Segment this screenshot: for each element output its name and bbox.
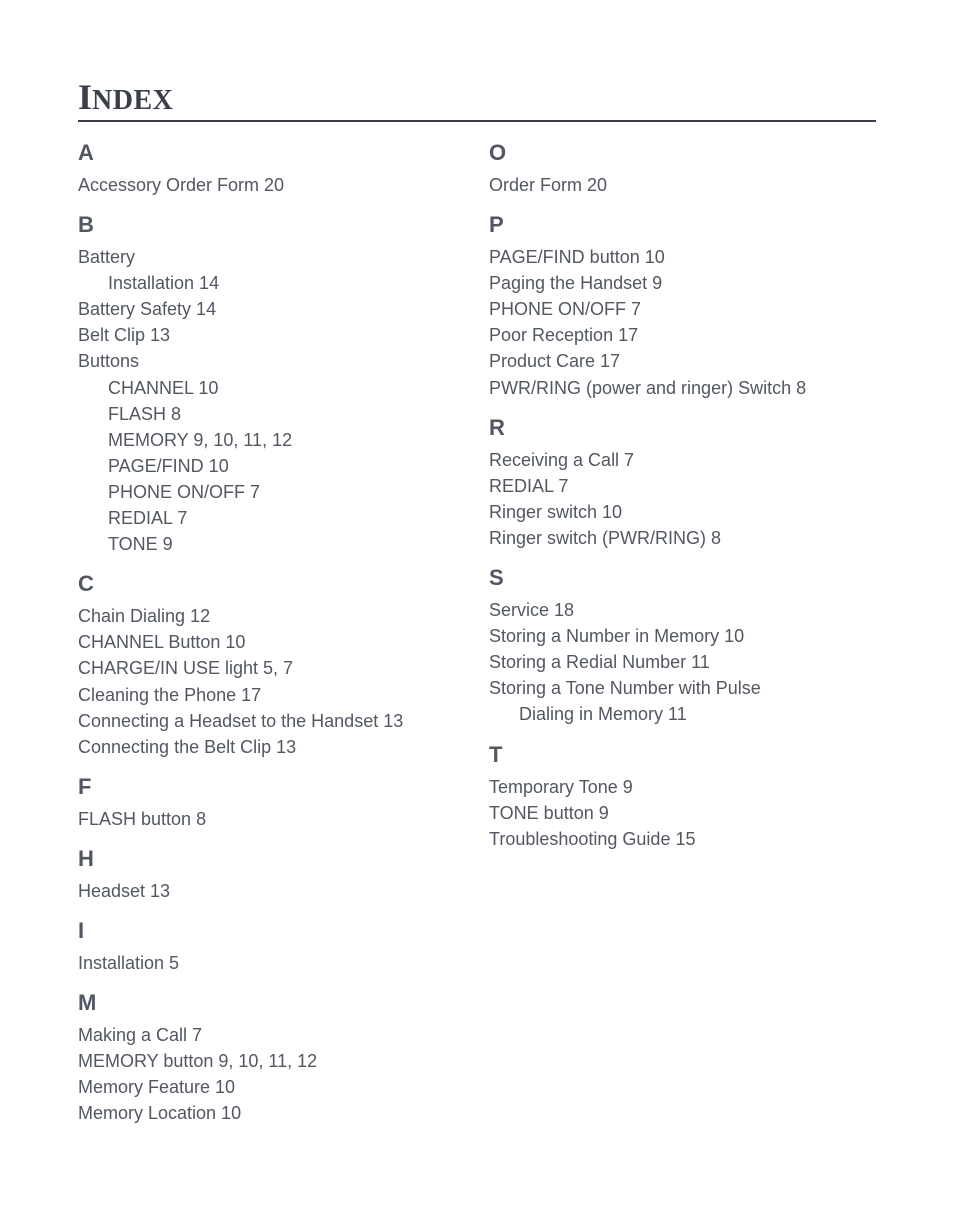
title-main-letter: I (78, 77, 92, 117)
index-entry: Memory Location 10 (78, 1100, 465, 1126)
index-entry: Storing a Tone Number with Pulse (489, 675, 876, 701)
index-entry: Belt Clip 13 (78, 322, 465, 348)
index-sub-entry: MEMORY 9, 10, 11, 12 (78, 427, 465, 453)
index-sub-entry: Dialing in Memory 11 (489, 701, 876, 727)
index-entry: MEMORY button 9, 10, 11, 12 (78, 1048, 465, 1074)
index-letter-heading: C (78, 571, 465, 597)
index-letter-heading: R (489, 415, 876, 441)
index-entry: TONE button 9 (489, 800, 876, 826)
index-letter-heading: B (78, 212, 465, 238)
index-letter-heading: T (489, 742, 876, 768)
index-entry: Installation 5 (78, 950, 465, 976)
index-sub-entry: FLASH 8 (78, 401, 465, 427)
index-letter-heading: S (489, 565, 876, 591)
index-entry: Connecting a Headset to the Handset 13 (78, 708, 465, 734)
index-entry: Memory Feature 10 (78, 1074, 465, 1100)
index-entry: Order Form 20 (489, 172, 876, 198)
index-entry: Making a Call 7 (78, 1022, 465, 1048)
index-entry: Accessory Order Form 20 (78, 172, 465, 198)
index-sub-entry: REDIAL 7 (78, 505, 465, 531)
index-entry: Product Care 17 (489, 348, 876, 374)
index-letter-heading: H (78, 846, 465, 872)
index-entry: Receiving a Call 7 (489, 447, 876, 473)
index-entry: Headset 13 (78, 878, 465, 904)
index-entry: Paging the Handset 9 (489, 270, 876, 296)
index-entry: Cleaning the Phone 17 (78, 682, 465, 708)
left-column: AAccessory Order Form 20BBatteryInstalla… (78, 140, 465, 1126)
index-sub-entry: PHONE ON/OFF 7 (78, 479, 465, 505)
index-entry: Storing a Redial Number 11 (489, 649, 876, 675)
index-entry: Connecting the Belt Clip 13 (78, 734, 465, 760)
index-sub-entry: TONE 9 (78, 531, 465, 557)
index-entry: Ringer switch (PWR/RING) 8 (489, 525, 876, 551)
index-entry: FLASH button 8 (78, 806, 465, 832)
right-column: O Order Form 20 P PAGE/FIND button 10Paging… (489, 140, 876, 1126)
index-entry: CHARGE/IN USE light 5, 7 (78, 655, 465, 681)
index-sub-entry: CHANNEL 10 (78, 375, 465, 401)
index-entry: Ringer switch 10 (489, 499, 876, 525)
index-entry: CHANNEL Button 10 (78, 629, 465, 655)
index-columns: AAccessory Order Form 20BBatteryInstalla… (78, 140, 876, 1126)
index-sub-entry: Installation 14 (78, 270, 465, 296)
title-rest: NDEX (92, 85, 173, 116)
index-entry: PWR/RING (power and ringer) Switch 8 (489, 375, 876, 401)
index-entry: Service 18 (489, 597, 876, 623)
index-letter-heading: A (78, 140, 465, 166)
index-entry: Temporary Tone 9 (489, 774, 876, 800)
index-entry: Battery (78, 244, 465, 270)
index-letter-heading: M (78, 990, 465, 1016)
index-entry: Buttons (78, 348, 465, 374)
index-letter-heading: I (78, 918, 465, 944)
index-letter-heading: O (489, 140, 876, 166)
index-letter-heading: P (489, 212, 876, 238)
index-entry: PHONE ON/OFF 7 (489, 296, 876, 322)
index-entry: PAGE/FIND button 10 (489, 244, 876, 270)
index-entry: Battery Safety 14 (78, 296, 465, 322)
index-sub-entry: PAGE/FIND 10 (78, 453, 465, 479)
index-entry: Storing a Number in Memory 10 (489, 623, 876, 649)
page-title: INDEX (78, 76, 876, 122)
index-entry: Poor Reception 17 (489, 322, 876, 348)
index-letter-heading: F (78, 774, 465, 800)
index-entry: Troubleshooting Guide 15 (489, 826, 876, 852)
index-entry: REDIAL 7 (489, 473, 876, 499)
index-entry: Chain Dialing 12 (78, 603, 465, 629)
